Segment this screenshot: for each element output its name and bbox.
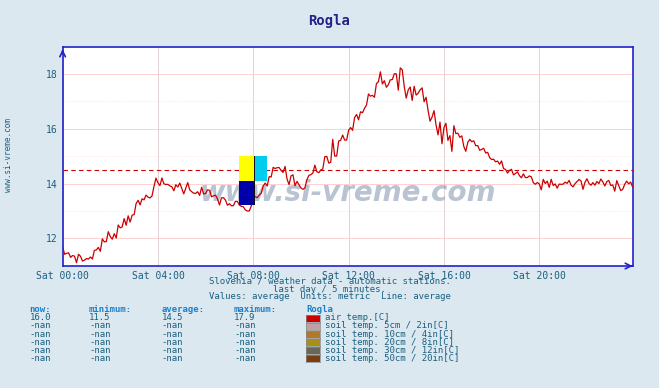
Text: -nan: -nan — [161, 354, 183, 363]
Text: 11.5: 11.5 — [89, 313, 111, 322]
Text: Slovenia / weather data - automatic stations.: Slovenia / weather data - automatic stat… — [208, 277, 451, 286]
Text: soil temp. 5cm / 2in[C]: soil temp. 5cm / 2in[C] — [325, 321, 449, 331]
Text: -nan: -nan — [89, 354, 111, 363]
Text: soil temp. 20cm / 8in[C]: soil temp. 20cm / 8in[C] — [325, 338, 454, 347]
Text: www.si-vreme.com: www.si-vreme.com — [4, 118, 13, 192]
Text: soil temp. 50cm / 20in[C]: soil temp. 50cm / 20in[C] — [325, 354, 459, 363]
Text: average:: average: — [161, 305, 204, 314]
Text: Values: average  Units: metric  Line: average: Values: average Units: metric Line: aver… — [208, 292, 451, 301]
Text: -nan: -nan — [30, 321, 51, 331]
Text: -nan: -nan — [30, 338, 51, 347]
Text: maximum:: maximum: — [234, 305, 277, 314]
Text: www.si-vreme.com: www.si-vreme.com — [200, 179, 496, 208]
Text: -nan: -nan — [30, 354, 51, 363]
Text: -nan: -nan — [89, 338, 111, 347]
Text: soil temp. 30cm / 12in[C]: soil temp. 30cm / 12in[C] — [325, 346, 459, 355]
Text: -nan: -nan — [234, 354, 256, 363]
Text: 16.0: 16.0 — [30, 313, 51, 322]
Text: -nan: -nan — [161, 346, 183, 355]
Text: minimum:: minimum: — [89, 305, 132, 314]
Text: 17.9: 17.9 — [234, 313, 256, 322]
Bar — [254, 156, 255, 206]
Text: 14.5: 14.5 — [161, 313, 183, 322]
Text: air temp.[C]: air temp.[C] — [325, 313, 389, 322]
Text: -nan: -nan — [161, 338, 183, 347]
Text: Rogla: Rogla — [306, 305, 333, 314]
Text: -nan: -nan — [161, 321, 183, 331]
Text: soil temp. 10cm / 4in[C]: soil temp. 10cm / 4in[C] — [325, 329, 454, 339]
Text: -nan: -nan — [234, 338, 256, 347]
Bar — [239, 156, 254, 181]
Text: -nan: -nan — [30, 346, 51, 355]
Text: -nan: -nan — [161, 329, 183, 339]
Text: -nan: -nan — [30, 329, 51, 339]
Text: -nan: -nan — [234, 346, 256, 355]
Text: -nan: -nan — [89, 346, 111, 355]
Bar — [239, 181, 254, 206]
Text: last day / 5 minutes.: last day / 5 minutes. — [273, 284, 386, 294]
Text: -nan: -nan — [89, 321, 111, 331]
Text: -nan: -nan — [234, 321, 256, 331]
Text: Rogla: Rogla — [308, 14, 351, 28]
Text: -nan: -nan — [89, 329, 111, 339]
Bar — [254, 156, 267, 181]
Text: now:: now: — [30, 305, 51, 314]
Text: -nan: -nan — [234, 329, 256, 339]
